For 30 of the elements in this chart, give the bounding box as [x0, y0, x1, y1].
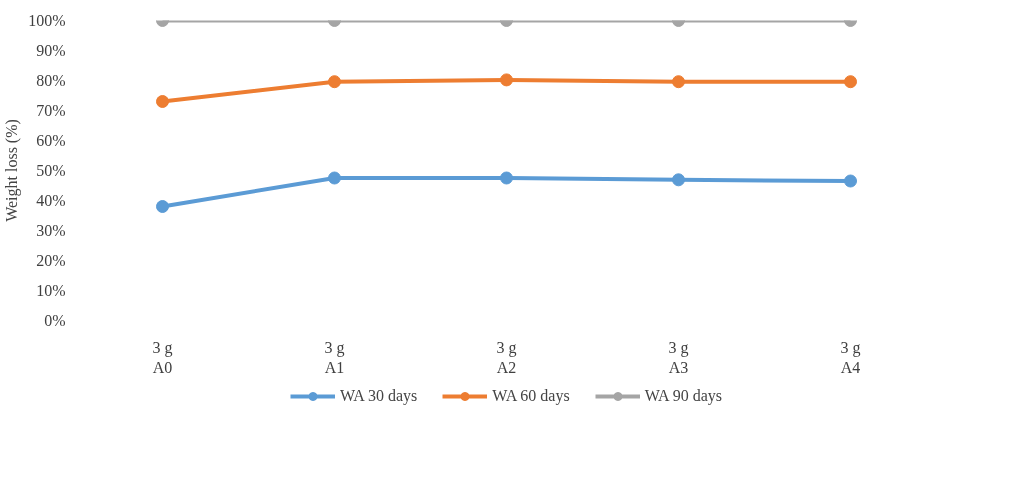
x-tick-label: 3 g A3: [668, 338, 689, 376]
y-tick-label: 80%: [36, 72, 66, 89]
x-tick-label: 3 g A1: [324, 338, 345, 376]
point: [500, 171, 513, 185]
x-tick-label: 3 g A0: [152, 338, 173, 376]
x-tick-label: 3 g A4: [840, 338, 861, 376]
legend-label: WA 30 days: [340, 387, 418, 405]
y-tick-label: 10%: [36, 282, 66, 299]
point: [328, 75, 341, 89]
y-tick-label: 50%: [36, 162, 66, 179]
point: [672, 75, 685, 89]
point: [844, 75, 857, 89]
y-tick-label: 100%: [28, 12, 66, 29]
y-tick-label: 40%: [36, 192, 66, 209]
y-axis-title: Weight loss (%): [3, 119, 22, 222]
point: [328, 171, 341, 185]
x-tick-label: 3 g A2: [496, 338, 517, 376]
y-tick-label: 0%: [44, 312, 66, 329]
point: [844, 174, 857, 188]
y-tick-label: 20%: [36, 252, 66, 269]
point: [500, 73, 513, 87]
y-tick-label: 60%: [36, 132, 66, 149]
point: [672, 173, 685, 187]
y-tick-label: 90%: [36, 42, 66, 59]
y-tick-label: 70%: [36, 102, 66, 119]
point: [156, 200, 169, 213]
point: [156, 95, 169, 108]
legend-label: WA 60 days: [492, 387, 570, 405]
y-tick-label: 30%: [36, 222, 66, 239]
legend-label: WA 90 days: [644, 387, 722, 405]
